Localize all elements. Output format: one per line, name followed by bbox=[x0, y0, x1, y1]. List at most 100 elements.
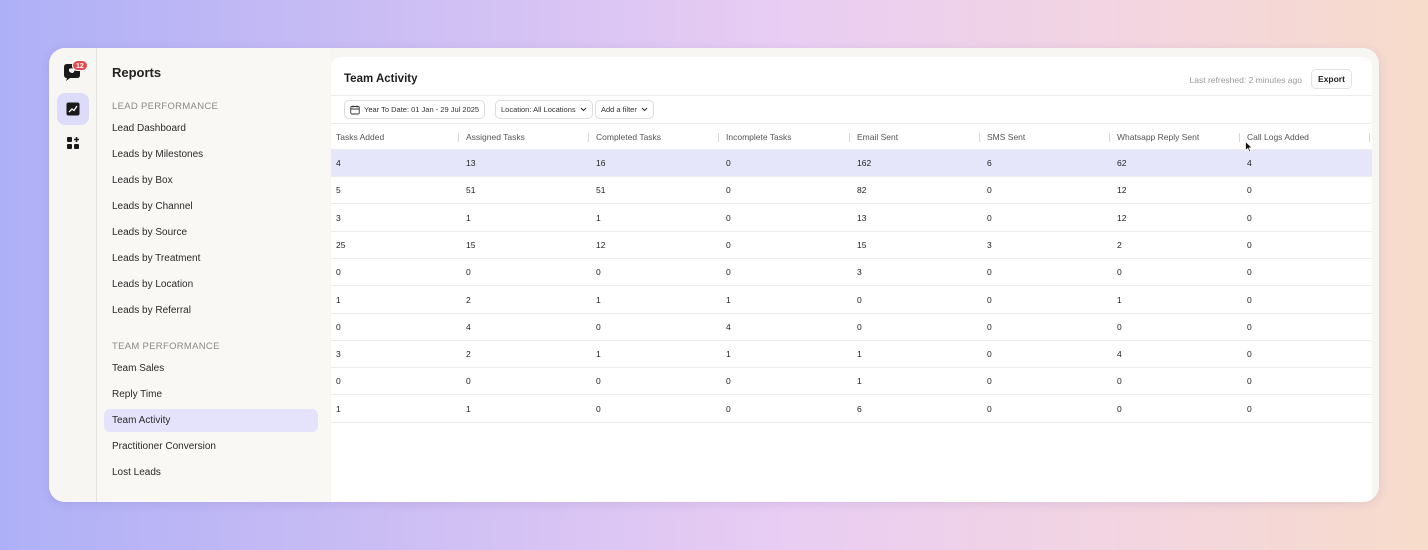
sidebar-item-leads-by-referral[interactable]: Leads by Referral bbox=[112, 305, 191, 316]
table-row[interactable]: 0 4 0 4 0 0 0 0 bbox=[331, 314, 1372, 341]
table-row[interactable]: 0 0 0 0 1 0 0 0 bbox=[331, 368, 1372, 396]
table-cell: 1 bbox=[857, 376, 862, 387]
column-resize-handle[interactable] bbox=[1109, 133, 1110, 142]
column-resize-handle[interactable] bbox=[979, 133, 980, 142]
table-cell: 15 bbox=[857, 239, 867, 250]
column-resize-handle[interactable] bbox=[1239, 133, 1240, 142]
table-cell: 0 bbox=[726, 212, 731, 223]
table-cell: 0 bbox=[1117, 403, 1122, 414]
table-cell: 0 bbox=[987, 376, 992, 387]
apps-nav-button[interactable] bbox=[57, 127, 89, 159]
date-range-filter[interactable]: Year To Date: 01 Jan - 29 Jul 2025 bbox=[344, 100, 486, 119]
table-cell: 0 bbox=[596, 321, 601, 332]
table-cell: 4 bbox=[336, 158, 341, 168]
column-header[interactable]: Completed Tasks bbox=[596, 132, 662, 142]
column-header[interactable]: SMS Sent bbox=[987, 132, 1026, 142]
sidebar-item-team-sales[interactable]: Team Sales bbox=[112, 363, 165, 374]
column-header[interactable]: Email Sent bbox=[857, 132, 899, 142]
table-cell: 3 bbox=[857, 267, 862, 278]
table-cell: 0 bbox=[1117, 267, 1122, 278]
section-heading-lead-performance: LEAD PERFORMANCE bbox=[112, 101, 219, 112]
column-header[interactable]: Call Logs Added bbox=[1247, 132, 1309, 142]
table-row[interactable]: 25 15 12 0 15 3 2 0 bbox=[331, 232, 1372, 259]
apps-grid-icon bbox=[67, 137, 79, 149]
table-cell: 1 bbox=[336, 294, 341, 305]
reports-nav-button[interactable] bbox=[57, 93, 89, 125]
table-cell: 0 bbox=[336, 321, 341, 332]
sidebar-title: Reports bbox=[112, 65, 162, 80]
sidebar-item-reply-time[interactable]: Reply Time bbox=[112, 389, 163, 400]
column-header[interactable]: Tasks Added bbox=[336, 132, 385, 142]
table-cell: 0 bbox=[1247, 349, 1252, 360]
table-cell: 0 bbox=[726, 403, 731, 414]
sidebar-item-team-activity[interactable]: Team Activity bbox=[104, 409, 318, 432]
export-button[interactable]: Export bbox=[1311, 69, 1352, 89]
table-cell: 0 bbox=[596, 403, 601, 414]
table-cell: 1 bbox=[596, 294, 601, 305]
table-row[interactable]: 3 2 1 1 1 0 4 0 bbox=[331, 341, 1372, 369]
location-filter[interactable]: Location: All Locations bbox=[495, 100, 593, 119]
table-cell: 51 bbox=[466, 185, 476, 196]
sidebar-item-leads-by-treatment[interactable]: Leads by Treatment bbox=[112, 253, 201, 264]
sidebar-item-leads-by-channel[interactable]: Leads by Channel bbox=[112, 201, 193, 212]
table-header: Tasks Added Assigned Tasks Completed Tasks… bbox=[331, 123, 1372, 150]
location-filter-label: Location: All Locations bbox=[501, 105, 576, 114]
table-cell: 1 bbox=[466, 403, 471, 414]
table-cell: 4 bbox=[466, 321, 471, 332]
table-cell: 12 bbox=[1117, 212, 1127, 223]
column-header[interactable]: Incomplete Tasks bbox=[726, 132, 792, 142]
table-cell: 0 bbox=[1247, 212, 1252, 223]
sidebar-item-leads-by-box[interactable]: Leads by Box bbox=[112, 175, 173, 186]
table-cell: 3 bbox=[336, 212, 341, 223]
sidebar-item-leads-by-location[interactable]: Leads by Location bbox=[112, 279, 194, 290]
report-panel: Team Activity Last refreshed: 2 minutes … bbox=[331, 57, 1372, 502]
mouse-cursor-icon bbox=[1245, 141, 1253, 153]
table-cell: 0 bbox=[336, 376, 341, 387]
table-cell: 0 bbox=[726, 185, 731, 196]
table-cell: 0 bbox=[987, 294, 992, 305]
table-cell: 0 bbox=[987, 349, 992, 360]
sidebar-item-practitioner-conversion[interactable]: Practitioner Conversion bbox=[112, 441, 216, 452]
table-cell: 4 bbox=[1247, 158, 1252, 168]
table-row[interactable]: 5 51 51 0 82 0 12 0 bbox=[331, 177, 1372, 205]
column-resize-handle[interactable] bbox=[849, 133, 850, 142]
add-filter-button[interactable]: Add a filter bbox=[595, 100, 654, 119]
table-cell: 0 bbox=[987, 267, 992, 278]
column-resize-handle[interactable] bbox=[588, 133, 589, 142]
app-window: 12 Reports LEAD PERFORMANCE Lead Dashboa… bbox=[49, 48, 1379, 502]
table-row[interactable]: 1 1 0 0 6 0 0 0 bbox=[331, 396, 1372, 423]
table-cell: 5 bbox=[336, 185, 341, 196]
table-cell: 1 bbox=[466, 212, 471, 223]
table-cell: 15 bbox=[466, 239, 476, 250]
notification-badge: 12 bbox=[72, 60, 88, 71]
table-cell: 0 bbox=[1247, 239, 1252, 250]
table-row[interactable]: 0 0 0 0 3 0 0 0 bbox=[331, 259, 1372, 287]
table-cell: 1 bbox=[726, 294, 731, 305]
sidebar-item-leads-by-source[interactable]: Leads by Source bbox=[112, 227, 188, 238]
table-cell: 1 bbox=[596, 349, 601, 360]
table-cell: 3 bbox=[336, 349, 341, 360]
table-cell: 162 bbox=[857, 158, 872, 168]
table-cell: 0 bbox=[857, 294, 862, 305]
table-cell: 0 bbox=[1247, 376, 1252, 387]
add-filter-label: Add a filter bbox=[601, 105, 637, 114]
table-cell: 0 bbox=[726, 158, 731, 168]
column-header[interactable]: Assigned Tasks bbox=[466, 132, 525, 142]
reports-sidebar: Reports LEAD PERFORMANCE Lead Dashboard … bbox=[97, 48, 330, 502]
table-cell: 0 bbox=[466, 376, 471, 387]
column-resize-handle[interactable] bbox=[458, 133, 459, 142]
table-cell: 0 bbox=[987, 185, 992, 196]
table-row[interactable]: 1 2 1 1 0 0 1 0 bbox=[331, 287, 1372, 314]
column-header[interactable]: Whatsapp Reply Sent bbox=[1117, 132, 1200, 142]
table-row[interactable]: 4 13 16 0 162 6 62 4 bbox=[331, 150, 1372, 177]
table-row[interactable]: 3 1 1 0 13 0 12 0 bbox=[331, 205, 1372, 232]
column-resize-handle[interactable] bbox=[1369, 133, 1370, 142]
column-resize-handle[interactable] bbox=[718, 133, 719, 142]
sidebar-item-lost-leads[interactable]: Lost Leads bbox=[112, 467, 161, 478]
table-cell: 1 bbox=[336, 403, 341, 414]
chart-trend-icon bbox=[66, 102, 80, 116]
table-cell: 12 bbox=[596, 239, 606, 250]
sidebar-item-leads-by-milestones[interactable]: Leads by Milestones bbox=[112, 149, 204, 160]
sidebar-item-lead-dashboard[interactable]: Lead Dashboard bbox=[112, 123, 186, 134]
table-cell: 1 bbox=[596, 212, 601, 223]
